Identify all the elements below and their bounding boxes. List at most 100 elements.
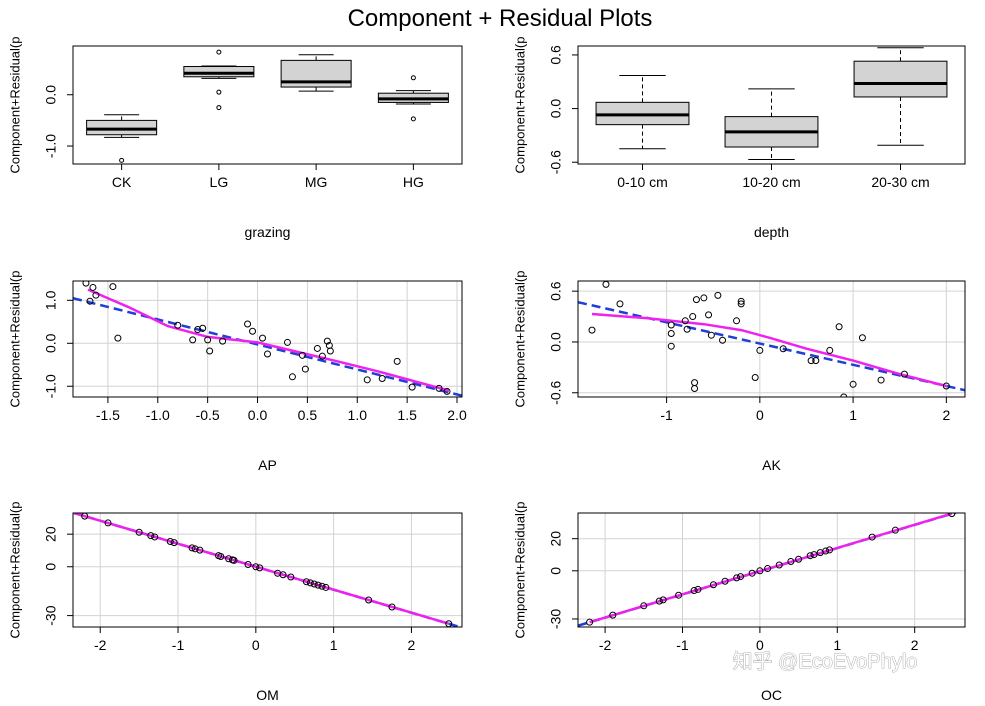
grid [578,513,965,627]
x-tick-label: 1.0 [348,407,368,423]
x-tick-label: 0-10 cm [617,174,668,190]
data-point [751,374,759,382]
x-tick-label: HG [403,174,424,190]
x-tick-label: LG [210,174,229,190]
smooth-line [87,288,450,392]
data-point [616,300,624,308]
data-point [249,327,257,335]
x-axis: -1 0 1 2 AK [660,397,950,473]
y-axis: -30 0 20 Component+Residual(p [7,502,73,638]
data-point [822,547,830,555]
data-point [166,538,174,545]
data-point [586,618,594,626]
x-tick-label: 1 [833,637,841,653]
outlier-point [216,105,222,111]
plot-area [595,47,948,161]
data-point [264,350,271,358]
data-point [244,560,252,568]
data-point [318,582,326,590]
y-axis-label: Component+Residual(p [7,37,22,174]
data-point [659,596,667,604]
data-point [259,334,267,342]
data-point [219,337,227,345]
data-point [318,352,326,360]
data-point [302,578,310,586]
data-point [737,297,745,305]
y-tick-label: 1.0 [43,290,59,310]
data-point [681,317,689,325]
data-point [787,557,795,565]
smooth-line [591,312,947,388]
data-point [690,587,698,595]
data-point [714,291,722,299]
y-tick-label: -1.0 [43,134,59,158]
data-point [135,528,143,536]
x-axis: -2 -1 0 1 2 OC [599,627,919,703]
box-body [183,66,255,78]
panel-oc: -2 -1 0 1 2 OC -30 0 20 Component+Residual(p [512,502,966,703]
data-point [891,526,899,534]
plot-area [73,281,462,397]
data-point [779,345,787,353]
data-point [700,294,708,302]
y-tick-label: 0 [43,563,59,571]
data-point [151,533,159,541]
data-point [82,281,90,287]
x-tick-label: -1 [660,407,673,423]
x-tick-label: 1.5 [397,407,417,423]
fit-line [73,296,462,397]
data-point [705,311,713,319]
y-axis-label: Component+Residual(p [512,502,527,639]
data-point [775,561,783,569]
data-point [840,393,848,397]
x-tick-label: 0.0 [248,407,268,423]
data-point [764,565,772,573]
data-point [675,591,683,599]
y-axis: -0.6 0.0 0.6 Component+Residual(p [512,271,578,408]
x-tick-label: 20-30 cm [871,174,929,190]
data-point [314,581,322,589]
data-point [191,545,199,553]
data-point [806,552,814,560]
data-point [147,532,155,540]
data-point [733,317,741,325]
y-axis: -1.0 0.0 1.0 Component+Residual(p [7,271,73,407]
data-point [326,347,334,355]
x-tick-label: -1 [172,637,185,653]
data-point [189,336,197,344]
data-point [199,324,207,332]
x-tick-label: 2 [911,637,919,653]
data-point [188,544,196,552]
data-point [217,552,225,560]
data-point [602,281,610,288]
panel-frame [72,45,463,165]
plot-area [578,513,965,627]
data-point [310,580,318,588]
data-point [196,546,204,554]
data-point [694,585,702,593]
plot-area [578,281,965,397]
data-point [858,334,866,342]
x-tick-label: 0 [756,637,764,653]
box-mg [280,54,352,92]
box-ck [86,114,158,163]
data-point [826,546,834,554]
data-point [298,351,306,359]
data-point [283,338,291,346]
data-point [194,326,202,334]
data-point [733,574,741,582]
panel-frame [577,512,966,628]
outlier-point [216,89,222,95]
data-point [244,320,252,328]
data-point [230,556,238,564]
y-tick-label: 0.0 [43,333,59,353]
data-point [92,291,100,299]
data-point [810,551,818,559]
x-tick-label: 2 [942,407,950,423]
panel-grazing: CK LG MG HG grazing -1.0 0.0 Component+Residual… [7,37,463,240]
x-tick-label: 1 [330,637,338,653]
y-tick-label: -30 [43,605,59,625]
data-point [279,571,287,579]
y-axis-label: Component+Residual(p [512,271,527,408]
